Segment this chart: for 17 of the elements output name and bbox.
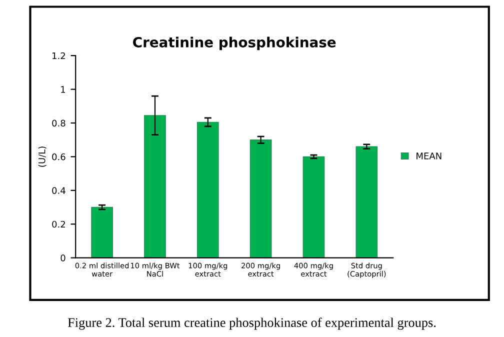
bar <box>302 156 325 258</box>
y-tick-label: 0.6 <box>52 153 66 160</box>
chart-title: Creatinine phosphokinase <box>133 36 336 50</box>
y-tick-label: 1 <box>61 86 66 93</box>
y-tick-label: 0.8 <box>52 120 66 127</box>
bar <box>356 146 378 258</box>
bar <box>196 122 219 258</box>
bar <box>91 206 113 258</box>
y-tick-label: 1.2 <box>52 52 65 60</box>
y-tick-label: 0.2 <box>52 220 65 228</box>
caption: Figure 2. Total serum creatine phosphokinase of experimental groups. <box>68 318 436 330</box>
y-tick-label: 0 <box>60 254 66 262</box>
y-tick-label: 0.4 <box>52 187 66 194</box>
bar <box>144 115 166 258</box>
legend-label: MEAN <box>416 152 442 160</box>
y-axis-title: (U/L) <box>38 146 46 167</box>
bar <box>250 140 272 258</box>
